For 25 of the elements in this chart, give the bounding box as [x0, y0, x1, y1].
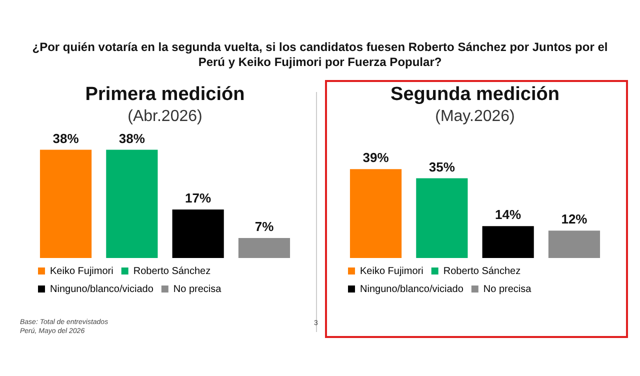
legend-label: No precisa: [173, 284, 222, 295]
legend-label: Ninguno/blanco/viciado: [360, 284, 464, 295]
legend-label: Roberto Sánchez: [133, 266, 211, 277]
data-label: 38%: [118, 130, 146, 146]
chart-subtitle: (May.2026): [434, 108, 516, 126]
chart-title: Primera medición: [84, 84, 246, 106]
data-label: 14%: [495, 207, 522, 222]
text: ¿Por quién votaría en la segunda vuelta, si los candidatos fuesen Roberto Sánchez por Juntos por el Perú y Keiko Fujimori por Fuerza Popular?: [31, 40, 609, 70]
bar: [548, 230, 600, 258]
legend-label: Ninguno/blanco/viciado: [50, 284, 154, 295]
legend-label: Roberto Sánchez: [443, 266, 521, 277]
bar: [482, 226, 534, 258]
legend-label: Keiko Fujimori: [50, 266, 114, 277]
data-label: 7%: [254, 219, 274, 234]
bar: [350, 169, 402, 258]
data-label: 38%: [52, 130, 80, 146]
chart-title: Segunda medición: [390, 84, 560, 106]
data-label: 17%: [185, 190, 212, 206]
data-label: 12%: [561, 212, 588, 227]
legend-label: Keiko Fujimori: [360, 266, 424, 277]
legend-label: No precisa: [483, 284, 532, 295]
chart-subtitle: (Abr.2026): [126, 108, 204, 126]
data-label: 35%: [428, 159, 456, 174]
data-label: 39%: [362, 150, 390, 166]
bar: [416, 178, 468, 258]
